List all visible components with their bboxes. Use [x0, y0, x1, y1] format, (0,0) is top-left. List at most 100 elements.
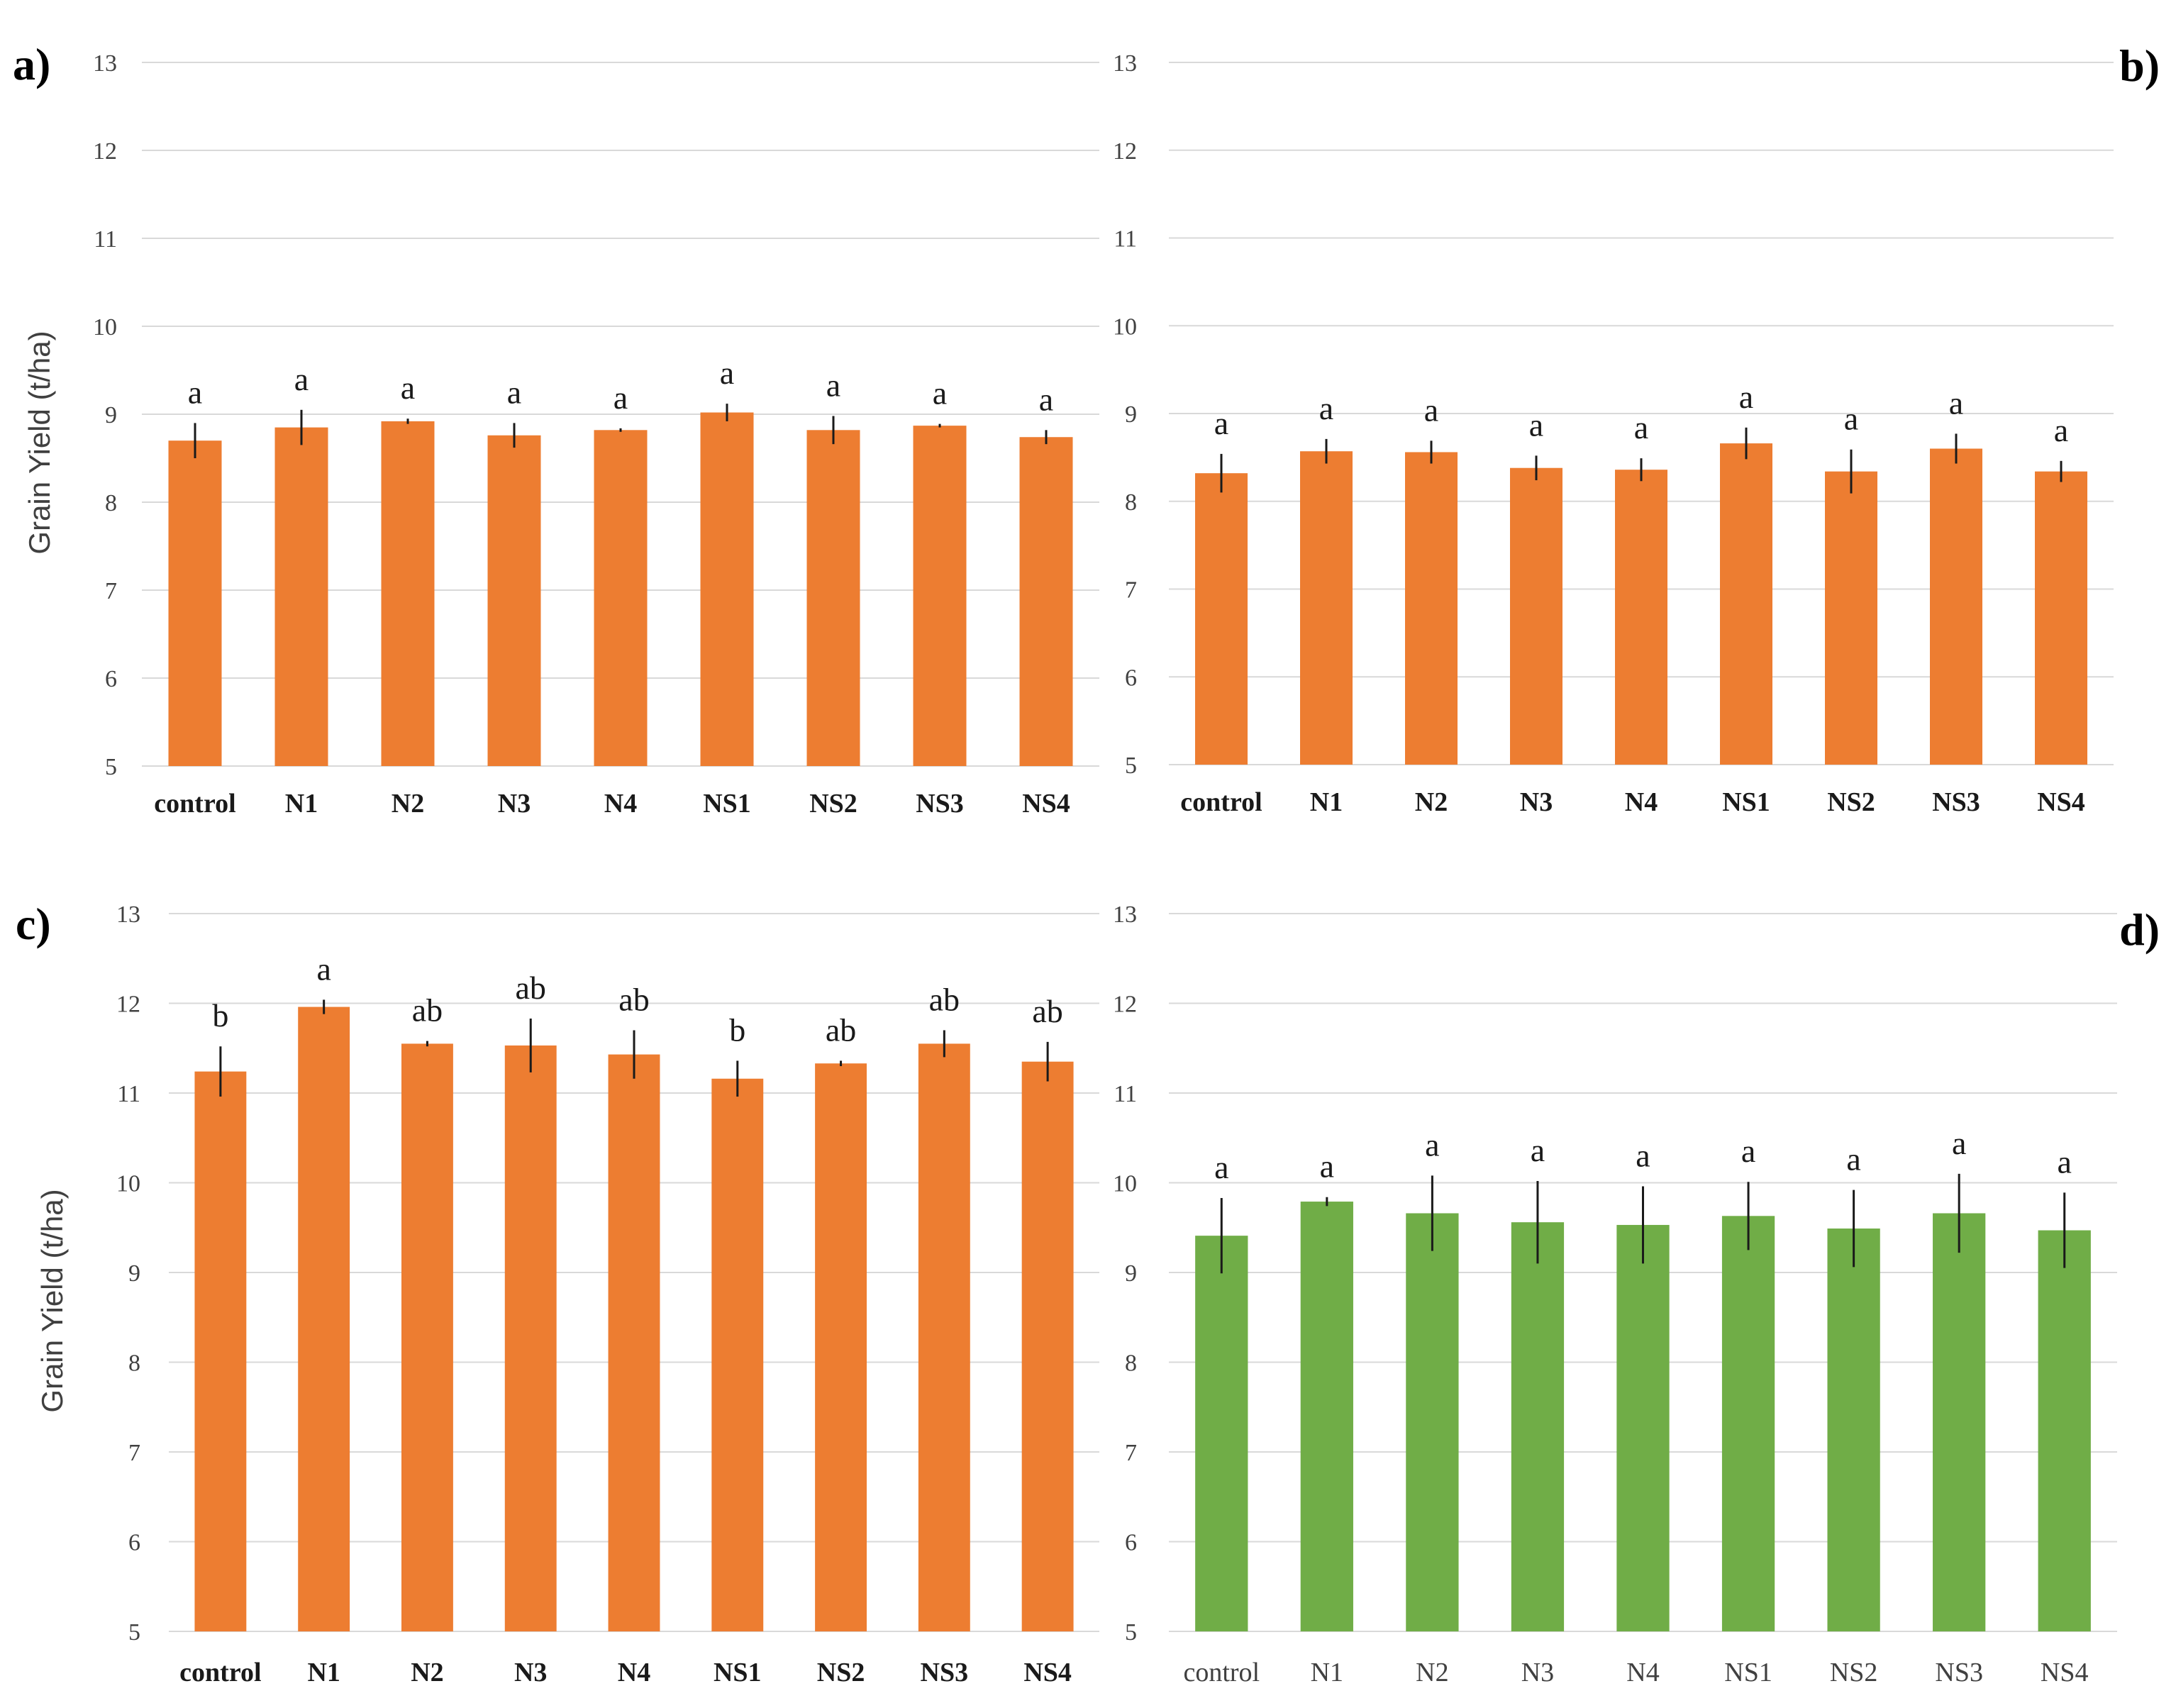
- significance-letter: a: [1214, 1149, 1228, 1185]
- y-tick-label: 10: [1113, 314, 1137, 340]
- significance-letter: a: [2058, 1143, 2072, 1180]
- y-tick-label: 8: [1125, 489, 1137, 516]
- y-tick-label: 13: [1113, 50, 1137, 77]
- significance-letter: ab: [1032, 993, 1062, 1029]
- bar: [194, 1071, 247, 1631]
- bar: [815, 1063, 867, 1631]
- category-label: NS2: [1827, 787, 1875, 817]
- bar: [1406, 1213, 1459, 1631]
- y-tick-label: 13: [1113, 902, 1137, 928]
- bar: [1930, 448, 1982, 765]
- significance-letter: a: [1425, 1126, 1439, 1163]
- significance-letter: a: [1320, 1148, 1334, 1185]
- category-label: control: [1183, 1658, 1260, 1687]
- bar: [1615, 470, 1667, 765]
- y-axis-title: Grain Yield (t/ha): [35, 1189, 69, 1412]
- significance-letter: b: [729, 1011, 745, 1048]
- category-label: N4: [604, 789, 637, 819]
- significance-letter: a: [2054, 412, 2068, 448]
- significance-letter: a: [1424, 392, 1438, 428]
- bar: [608, 1054, 660, 1631]
- panel-c: 5 6 7 8 9 10 11 12 13 Grain Yield (t/ha) c) b contro…: [16, 899, 1099, 1687]
- panel-d: 5 6 7 8 9 10 11 12 13 d) a control a N1 a N2 a N3 a N4 a NS1 a…: [1113, 902, 2160, 1687]
- category-label: NS4: [1022, 789, 1070, 819]
- y-tick-label: 7: [1125, 577, 1137, 604]
- y-tick-label: 9: [1125, 1260, 1137, 1287]
- category-label: N1: [1310, 787, 1343, 817]
- category-label: N1: [307, 1658, 340, 1687]
- bar: [594, 430, 648, 766]
- panel-a: 5 6 7 8 9 10 11 12 13 Grain Yield (t/ha) a) a contro…: [13, 39, 1099, 819]
- significance-letter: a: [294, 361, 309, 397]
- y-tick-label: 5: [1125, 1619, 1137, 1646]
- significance-letter: a: [720, 355, 734, 391]
- category-label: N3: [514, 1658, 547, 1687]
- y-tick-label: 7: [1125, 1440, 1137, 1466]
- y-tick-label: 7: [105, 578, 117, 604]
- y-tick-label: 11: [1114, 226, 1137, 253]
- y-tick-label: 6: [1125, 665, 1137, 691]
- y-tick-label: 12: [93, 138, 117, 165]
- y-tick-label: 13: [93, 50, 117, 77]
- category-label: N4: [618, 1658, 650, 1687]
- category-label: NS3: [1932, 787, 1980, 817]
- category-label: NS4: [1023, 1658, 1072, 1687]
- y-tick-label: 9: [105, 402, 117, 428]
- panel-label: a): [13, 39, 50, 89]
- category-label: N2: [411, 1658, 443, 1687]
- significance-letter: a: [1739, 379, 1753, 415]
- significance-letter: a: [188, 374, 202, 410]
- y-tick-label: 11: [1114, 1081, 1137, 1107]
- category-label: N4: [1625, 787, 1658, 817]
- significance-letter: a: [1949, 384, 1963, 421]
- significance-letter: a: [1634, 409, 1648, 445]
- bar: [918, 1043, 970, 1631]
- y-tick-label: 12: [1113, 992, 1137, 1018]
- panel-label: c): [16, 899, 51, 949]
- category-label: NS2: [1830, 1658, 1878, 1687]
- bar: [487, 435, 541, 766]
- y-tick-label: 10: [1113, 1171, 1137, 1197]
- y-axis-title: Grain Yield (t/ha): [23, 331, 56, 554]
- category-label: N4: [1626, 1658, 1659, 1687]
- y-tick-label: 8: [1125, 1351, 1137, 1377]
- significance-letter: ab: [826, 1011, 856, 1048]
- y-tick-label: 9: [128, 1260, 140, 1287]
- significance-letter: a: [1319, 390, 1333, 426]
- panel-label: d): [2119, 904, 2160, 955]
- bar: [1825, 471, 1877, 765]
- category-label: N1: [285, 789, 318, 819]
- bar: [1405, 452, 1458, 765]
- category-label: N3: [1520, 787, 1553, 817]
- y-tick-label: 12: [1113, 138, 1137, 165]
- category-label: NS4: [2037, 787, 2085, 817]
- bar: [1300, 451, 1353, 765]
- bar: [806, 430, 860, 766]
- significance-letter: ab: [929, 981, 960, 1017]
- bar: [1300, 1202, 1353, 1631]
- y-tick-label: 6: [105, 666, 117, 692]
- significance-letter: a: [316, 950, 331, 987]
- significance-letter: a: [933, 375, 947, 411]
- significance-letter: a: [1039, 381, 1053, 417]
- y-tick-label: 6: [1125, 1530, 1137, 1556]
- significance-letter: a: [507, 374, 521, 410]
- panel-b: 5 6 7 8 9 10 11 12 13 b) a control a N1 a N2 a N3 a N4 a NS1 a…: [1113, 40, 2160, 817]
- y-tick-label: 5: [1125, 753, 1137, 779]
- category-label: control: [179, 1658, 261, 1687]
- category-label: NS3: [921, 1658, 969, 1687]
- significance-letter: a: [1531, 1132, 1545, 1168]
- significance-letter: ab: [516, 970, 546, 1006]
- significance-letter: a: [401, 370, 415, 406]
- bar: [1019, 437, 1073, 766]
- y-tick-label: 11: [94, 226, 117, 253]
- bar: [2035, 471, 2087, 765]
- category-label: NS4: [2041, 1658, 2089, 1687]
- y-tick-label: 5: [128, 1619, 140, 1646]
- category-label: NS1: [1722, 787, 1770, 817]
- category-label: control: [154, 789, 235, 819]
- bar: [1511, 1222, 1565, 1631]
- category-label: NS1: [703, 789, 751, 819]
- y-tick-label: 8: [128, 1351, 140, 1377]
